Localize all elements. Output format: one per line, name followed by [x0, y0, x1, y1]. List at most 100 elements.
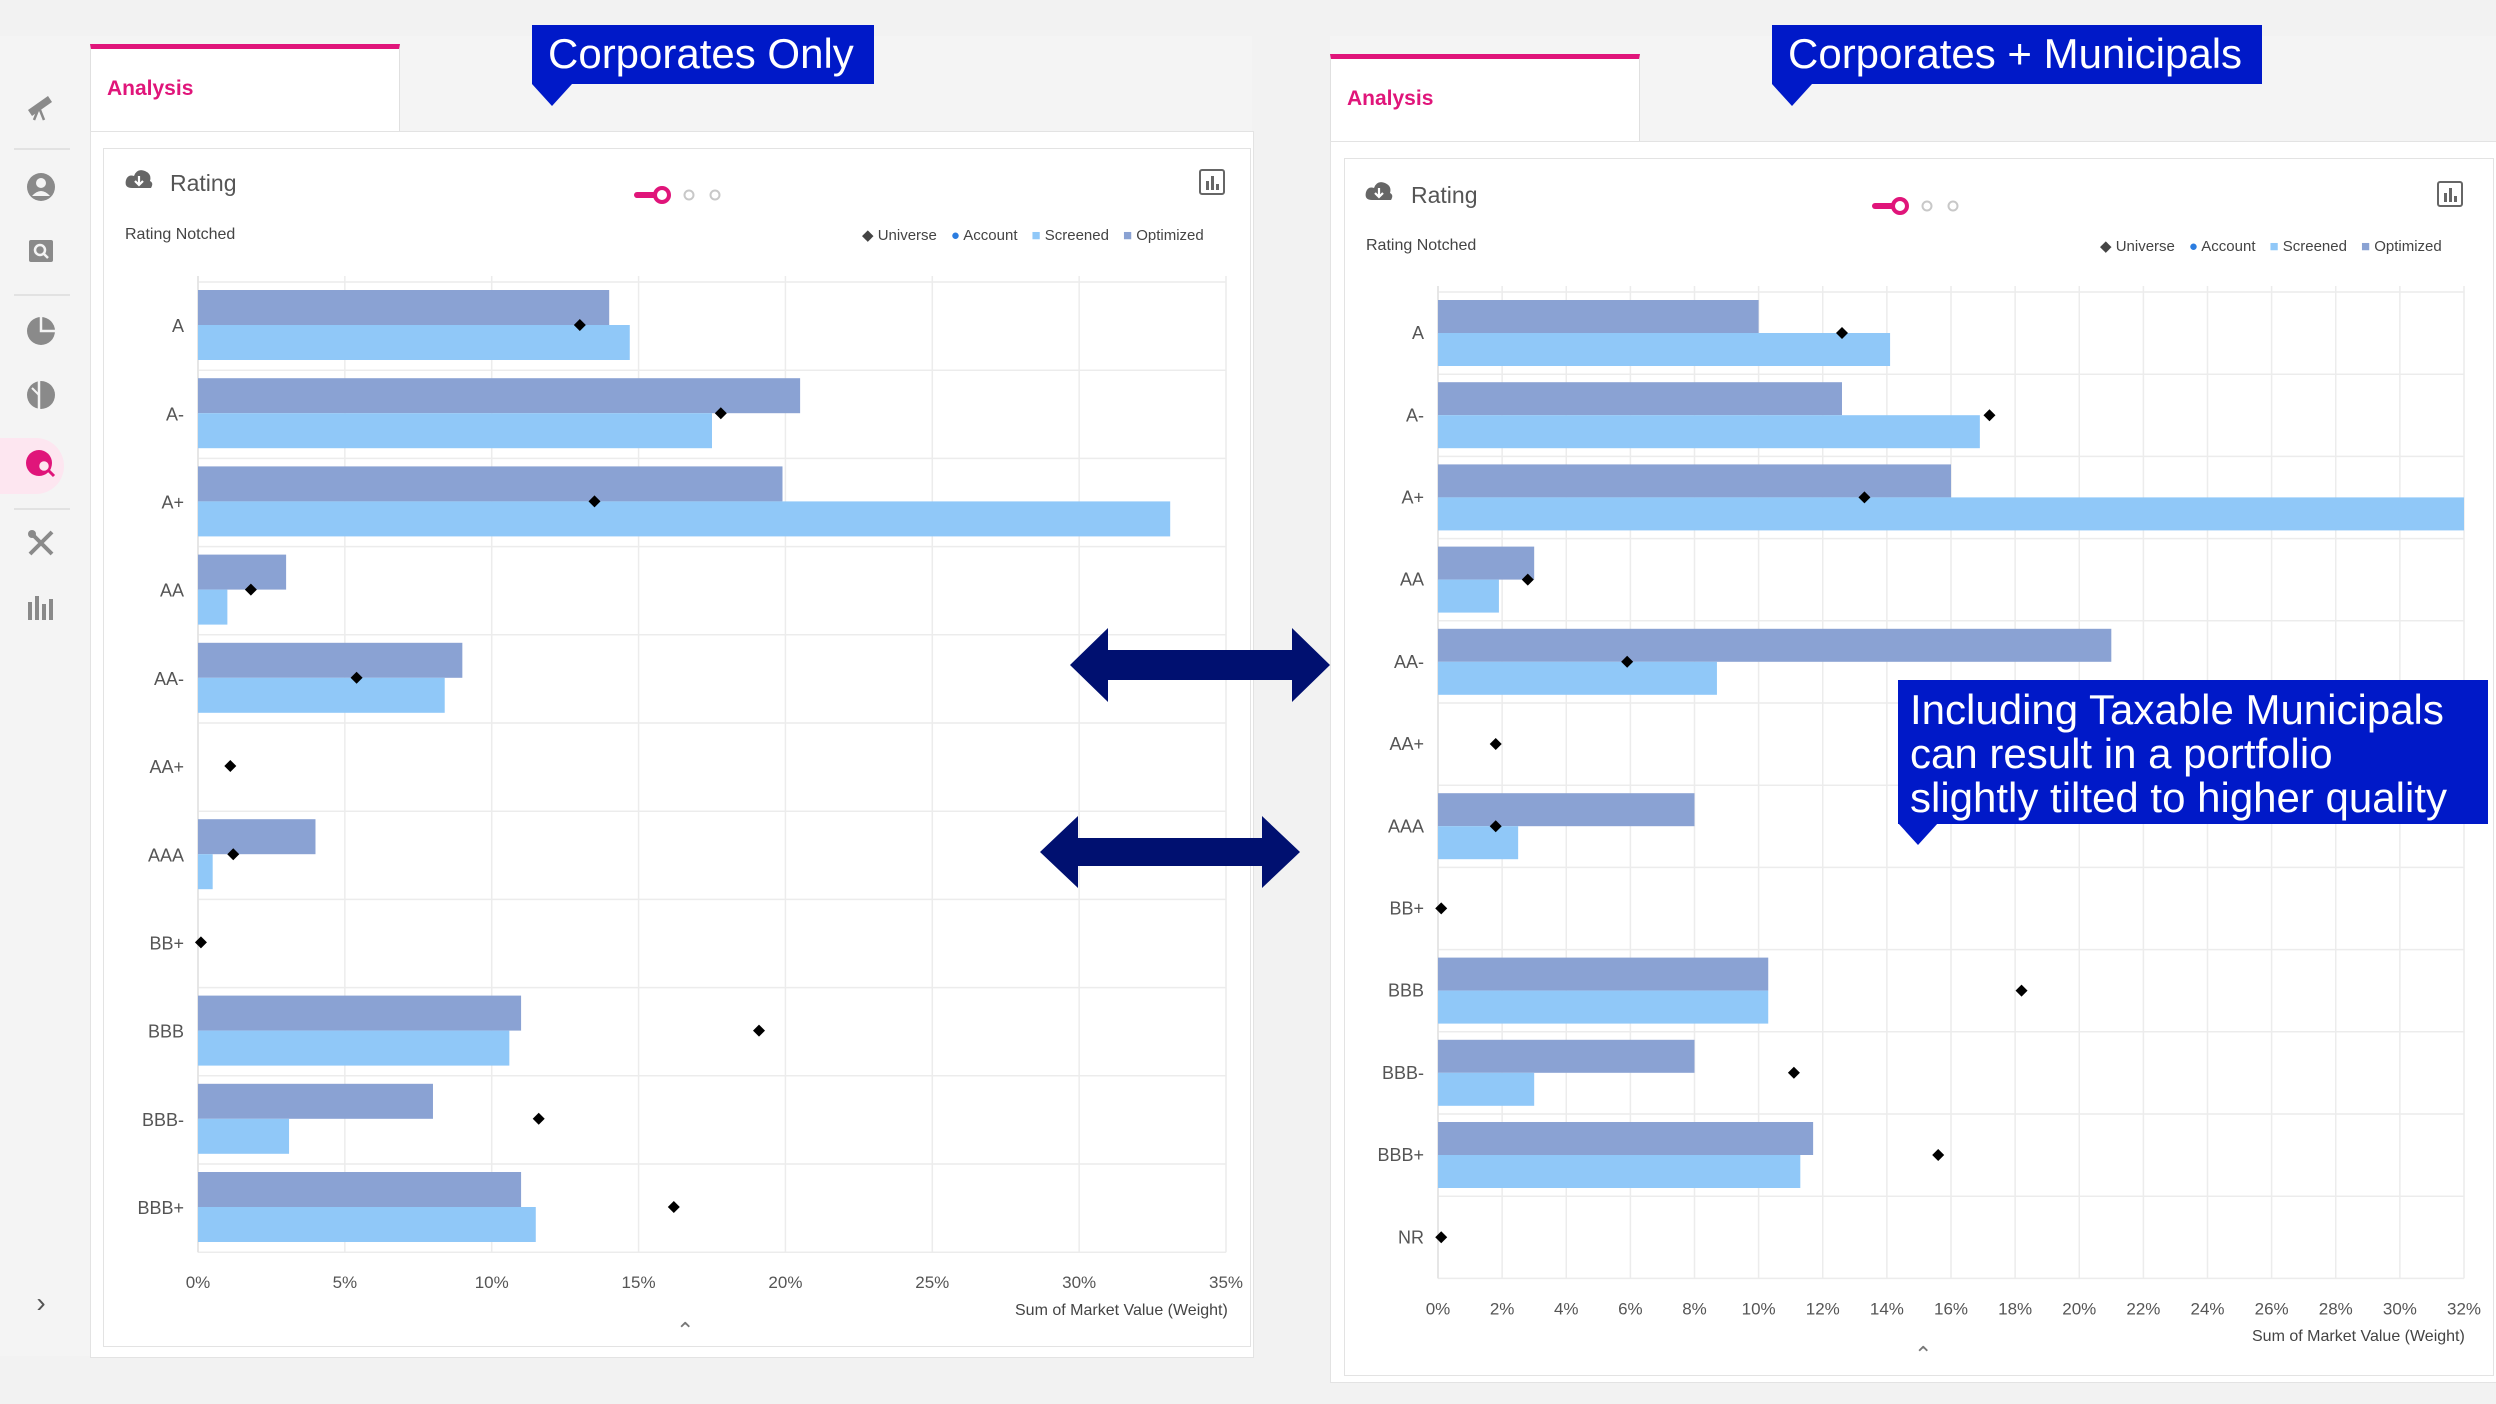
bar-screened [198, 854, 213, 890]
bar-optimized [1438, 382, 1842, 416]
legend-optimized[interactable]: ■ Optimized [1122, 226, 1204, 244]
x-tick-label: 30% [2383, 1299, 2417, 1318]
point-universe [194, 936, 207, 949]
x-tick-label: 2% [1490, 1299, 1515, 1318]
x-tick-label: 4% [1554, 1299, 1579, 1318]
point-universe [714, 407, 727, 420]
bar-screened [1438, 661, 1717, 695]
x-tick-label: 30% [1062, 1273, 1096, 1292]
point-universe [588, 495, 601, 508]
point-universe [1489, 820, 1502, 833]
callout-corporates-only: Corporates Only [532, 25, 874, 84]
bar-screened [1438, 333, 1891, 366]
point-universe [1521, 573, 1534, 586]
y-tick-label: AA- [1394, 652, 1424, 672]
chart-options-icon[interactable] [2436, 180, 2464, 213]
card-subtitle-left: Rating Notched [125, 226, 236, 243]
x-tick-label: 14% [1870, 1299, 1904, 1318]
x-tick-label: 25% [915, 1273, 949, 1292]
tab-label: Analysis [107, 77, 194, 100]
tab-analysis-right[interactable]: Analysis [1330, 54, 1640, 146]
point-universe [1858, 491, 1871, 504]
legend-universe[interactable]: ◆ Universe [862, 227, 937, 244]
half-pie-icon[interactable] [22, 378, 60, 416]
point-universe [667, 1201, 680, 1213]
y-tick-label: AA [160, 581, 184, 601]
download-icon[interactable] [124, 168, 154, 197]
x-tick-label: 12% [1806, 1299, 1840, 1318]
bar-optimized [1438, 957, 1769, 991]
bar-optimized [1438, 628, 2112, 662]
pagination-dots-left[interactable] [632, 184, 722, 211]
double-arrow-upper [1070, 628, 1330, 702]
bar-screened [198, 413, 712, 449]
tab-analysis-left[interactable]: Analysis [90, 44, 400, 136]
user-icon[interactable] [22, 170, 60, 208]
y-tick-label: A- [166, 404, 184, 424]
y-tick-label: AA+ [1389, 734, 1424, 754]
legend-optimized[interactable]: ■ Optimized [2360, 237, 2442, 255]
bar-optimized [1438, 546, 1535, 580]
pagination-dots-right[interactable] [1870, 195, 1960, 222]
x-tick-label: 15% [622, 1273, 656, 1292]
point-universe [1932, 1149, 1945, 1161]
point-universe [1489, 738, 1502, 750]
x-axis-title-left: Sum of Market Value (Weight) [1015, 1302, 1228, 1319]
callout-tail [1772, 84, 1812, 106]
tab-label: Analysis [1347, 87, 1434, 110]
x-tick-label: 16% [1934, 1299, 1968, 1318]
expand-sidebar-icon[interactable]: › [36, 1287, 46, 1318]
bar-optimized [198, 290, 610, 325]
callout-tail [1898, 823, 1938, 845]
x-tick-label: 10% [475, 1273, 509, 1292]
bar-optimized [198, 995, 522, 1031]
point-universe [244, 583, 257, 596]
y-tick-label: BBB- [142, 1110, 184, 1130]
bar-screened [1438, 415, 1980, 449]
point-universe [1983, 409, 1996, 422]
bar-optimized [198, 554, 287, 590]
bar-optimized [198, 466, 783, 502]
point-universe [1621, 655, 1634, 668]
x-tick-label: 20% [768, 1273, 802, 1292]
legend-account[interactable]: ● Account [2188, 237, 2256, 255]
bar-optimized [198, 378, 801, 414]
pie-chart-icon[interactable] [22, 314, 60, 352]
collapse-chevron-right[interactable]: ⌃ [1914, 1342, 1933, 1367]
analysis-search-icon[interactable] [22, 446, 60, 484]
callout-tail [532, 84, 572, 106]
y-tick-label: AAA [148, 845, 184, 865]
chart-options-icon[interactable] [1198, 168, 1226, 201]
bar-screened [198, 1030, 510, 1066]
bar-chart-icon[interactable] [22, 590, 60, 628]
search-doc-icon[interactable] [22, 234, 60, 272]
bar-optimized [198, 819, 316, 855]
tools-icon[interactable] [22, 526, 60, 564]
x-tick-label: 18% [1998, 1299, 2032, 1318]
bar-optimized [198, 1172, 522, 1207]
bar-screened [1438, 826, 1519, 860]
x-tick-label: 24% [2190, 1299, 2224, 1318]
telescope-icon[interactable] [22, 88, 60, 126]
y-tick-label: BB+ [1389, 899, 1424, 919]
point-universe [2015, 984, 2028, 997]
x-tick-label: 26% [2255, 1299, 2289, 1318]
legend-screened[interactable]: ■ Screened [1031, 226, 1109, 244]
point-universe [532, 1112, 545, 1125]
x-tick-label: 28% [2319, 1299, 2353, 1318]
y-tick-label: AA [1400, 570, 1424, 590]
point-universe [350, 671, 363, 684]
point-universe [1787, 1066, 1800, 1079]
y-tick-label: A [172, 316, 184, 336]
bar-screened [198, 1118, 290, 1154]
download-icon[interactable] [1364, 180, 1394, 209]
y-tick-label: BBB [148, 1022, 184, 1042]
x-tick-label: 20% [2062, 1299, 2096, 1318]
point-universe [1435, 902, 1448, 915]
legend-universe[interactable]: ◆ Universe [2100, 238, 2175, 255]
y-tick-label: AA+ [149, 757, 184, 777]
collapse-chevron-left[interactable]: ⌃ [676, 1318, 695, 1343]
legend-screened[interactable]: ■ Screened [2269, 237, 2347, 255]
rating-chart-right: 0% 2% 4% 6% 8% 10% 12% 14% 16% 18% 20% 22% 24% 26% 28%… [1377, 286, 2481, 1318]
legend-account[interactable]: ● Account [950, 226, 1018, 244]
